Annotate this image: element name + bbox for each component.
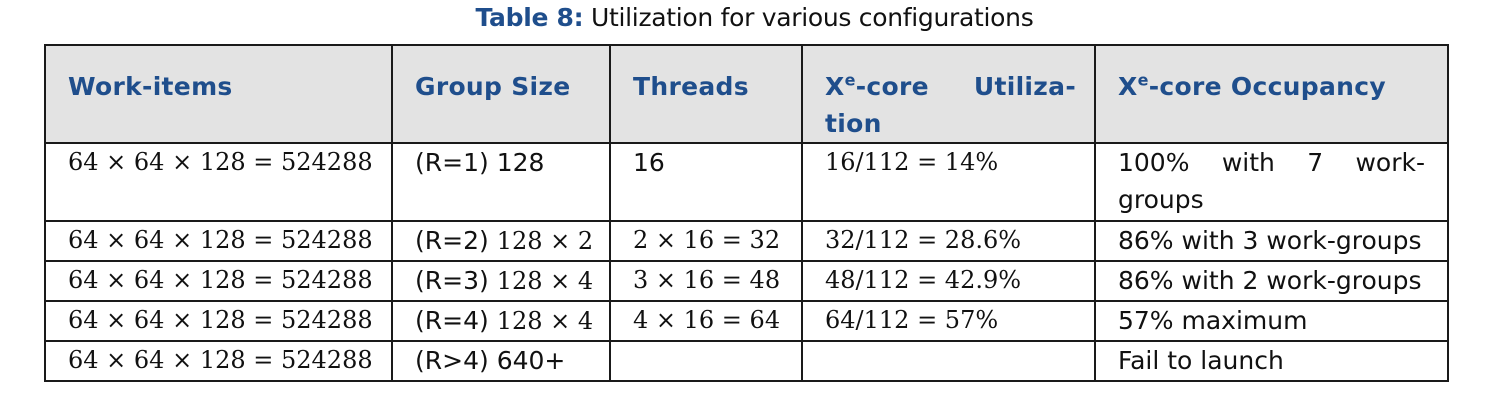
cell-work-items: 64 × 64 × 128 = 524288 xyxy=(44,300,393,342)
header-utilization-x: X xyxy=(825,72,845,101)
cell-utilization: 16/112 = 14% xyxy=(801,142,1096,222)
cell-occupancy: 86% with 2 work-groups xyxy=(1094,260,1449,302)
header-group-size: Group Size xyxy=(391,44,611,144)
cell-work-items: 64 × 64 × 128 = 524288 xyxy=(44,220,393,262)
cell-group-suffix: 640+ xyxy=(496,346,566,375)
cell-work-items: 64 × 64 × 128 = 524288 xyxy=(44,340,393,382)
cell-threads: 16 xyxy=(609,142,803,222)
header-threads: Threads xyxy=(609,44,803,144)
table-row: 64 × 64 × 128 = 524288 (R=3) 128 × 4 3 ×… xyxy=(44,260,1449,302)
cell-group-math: 128 × 4 xyxy=(496,307,594,335)
table-caption: Table 8: Utilization for various configu… xyxy=(0,0,1509,36)
cell-threads: 2 × 16 = 32 xyxy=(609,220,803,262)
cell-group-suffix: 128 xyxy=(496,148,545,177)
cell-occupancy: Fail to launch xyxy=(1094,340,1449,382)
table-row: 64 × 64 × 128 = 524288 (R=4) 128 × 4 4 ×… xyxy=(44,300,1449,342)
table-header-row: Work-items Group Size Threads Xe-core Ut… xyxy=(44,44,1449,144)
header-occupancy-rest: -core Occupancy xyxy=(1148,72,1386,101)
cell-work-items: 64 × 64 × 128 = 524288 xyxy=(44,260,393,302)
cell-threads: 3 × 16 = 48 xyxy=(609,260,803,302)
header-work-items: Work-items xyxy=(44,44,393,144)
cell-group-size: (R=1) 128 xyxy=(391,142,611,222)
cell-group-size: (R=2) 128 × 2 xyxy=(391,220,611,262)
cell-group-prefix: (R>4) xyxy=(415,346,497,375)
cell-occupancy: 86% with 3 work-groups xyxy=(1094,220,1449,262)
cell-group-math: 128 × 2 xyxy=(496,227,594,255)
cell-utilization: 48/112 = 42.9% xyxy=(801,260,1096,302)
cell-utilization: 32/112 = 28.6% xyxy=(801,220,1096,262)
header-occupancy-x: X xyxy=(1118,72,1138,101)
header-occupancy: Xe-core Occupancy xyxy=(1094,44,1449,144)
cell-group-prefix: (R=1) xyxy=(415,148,497,177)
cell-work-items: 64 × 64 × 128 = 524288 xyxy=(44,142,393,222)
cell-occupancy: 57% maximum xyxy=(1094,300,1449,342)
cell-group-size: (R=3) 128 × 4 xyxy=(391,260,611,302)
utilization-table: Work-items Group Size Threads Xe-core Ut… xyxy=(44,44,1449,382)
cell-group-prefix: (R=3) xyxy=(415,266,497,295)
table-row: 64 × 64 × 128 = 524288 (R=2) 128 × 2 2 ×… xyxy=(44,220,1449,262)
cell-group-prefix: (R=2) xyxy=(415,226,497,255)
header-utilization-word: Utiliza- xyxy=(973,72,1076,101)
table-row: 64 × 64 × 128 = 524288 (R>4) 640+ Fail t… xyxy=(44,340,1449,382)
cell-utilization: 64/112 = 57% xyxy=(801,300,1096,342)
header-occupancy-sup: e xyxy=(1137,70,1149,90)
cell-threads xyxy=(609,340,803,382)
header-utilization-sup: e xyxy=(844,70,856,90)
cell-threads: 4 × 16 = 64 xyxy=(609,300,803,342)
cell-group-math: 128 × 4 xyxy=(496,267,594,295)
cell-group-prefix: (R=4) xyxy=(415,306,497,335)
cell-occupancy: 100% with 7 work-groups xyxy=(1094,142,1449,222)
header-utilization-core: -core xyxy=(855,72,929,101)
header-utilization: Xe-core Utiliza- tion xyxy=(801,44,1096,144)
cell-group-size: (R=4) 128 × 4 xyxy=(391,300,611,342)
cell-utilization xyxy=(801,340,1096,382)
table-caption-label: Table 8: xyxy=(475,3,584,32)
table-caption-text: Utilization for various configurations xyxy=(583,3,1034,32)
table-row: 64 × 64 × 128 = 524288 (R=1) 128 16 16/1… xyxy=(44,142,1449,222)
cell-group-size: (R>4) 640+ xyxy=(391,340,611,382)
header-utilization-tail: tion xyxy=(825,109,882,138)
